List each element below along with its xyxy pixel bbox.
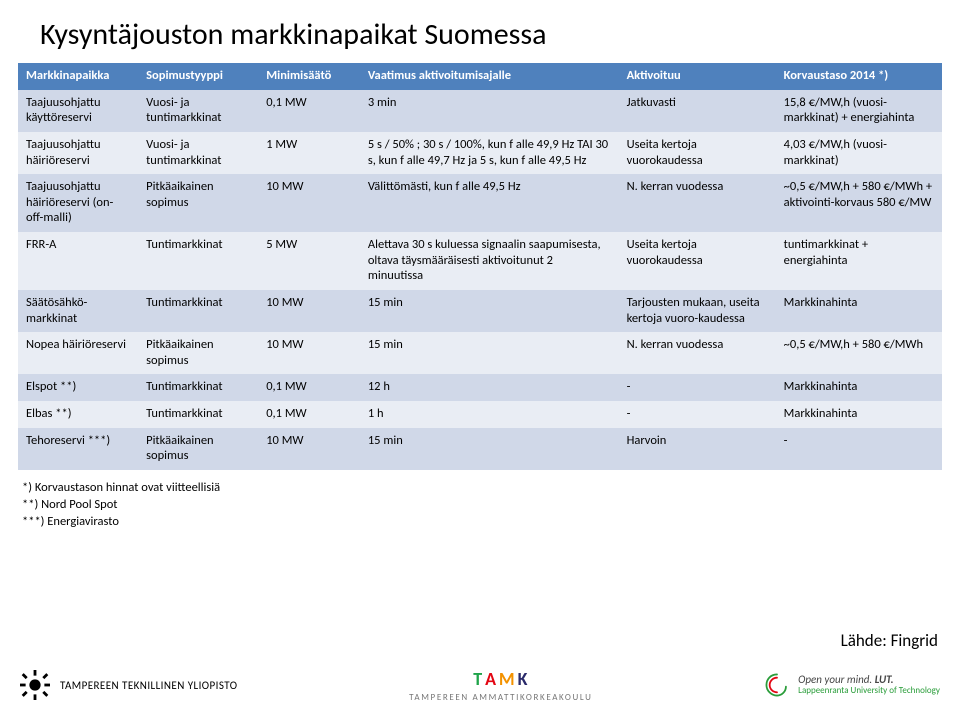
table-row: Taajuusohjattu häiriöreservi (on-off-mal… (18, 174, 942, 232)
table-cell: - (776, 428, 942, 470)
table-row: Taajuusohjattu käyttöreserviVuosi- ja tu… (18, 90, 942, 132)
tut-label: TAMPEREEN TEKNILLINEN YLIOPISTO (60, 679, 237, 692)
table-row: Elbas **)Tuntimarkkinat0,1 MW1 h-Markkin… (18, 401, 942, 428)
table-cell: 5 MW (258, 232, 360, 290)
table-cell: 10 MW (258, 332, 360, 374)
table-cell: Markkinahinta (776, 374, 942, 401)
lut-line1: Open your mind. (798, 673, 872, 686)
footer-logos: TAMPEREEN TEKNILLINEN YLIOPISTO T A M K … (0, 659, 960, 711)
table-cell: Pitkäaikainen sopimus (138, 174, 258, 232)
table-cell: Tuntimarkkinat (138, 374, 258, 401)
table-cell: Taajuusohjattu häiriöreservi (18, 132, 138, 174)
tamk-letter: K (518, 668, 529, 690)
table-cell: Markkinahinta (776, 290, 942, 332)
table-cell: Tehoreservi ***) (18, 428, 138, 470)
table-cell: tuntimarkkinat + energiahinta (776, 232, 942, 290)
table-cell: Useita kertoja vuorokaudessa (619, 132, 776, 174)
table-cell: 15,8 €/MW,h (vuosi-markkinat) + energiah… (776, 90, 942, 132)
table-cell: Säätösähkö-markkinat (18, 290, 138, 332)
table-row: Säätösähkö-markkinatTuntimarkkinat10 MW1… (18, 290, 942, 332)
tamk-letter: M (499, 668, 516, 690)
table-header-cell: Korvaustaso 2014 *) (776, 63, 942, 90)
tamk-letter: T (473, 668, 483, 690)
table-cell: Pitkäaikainen sopimus (138, 332, 258, 374)
table-cell: 10 MW (258, 174, 360, 232)
table-cell: Harvoin (619, 428, 776, 470)
tamk-logo: T A M K TAMPEREEN AMMATTIKORKEAKOULU (409, 668, 592, 703)
table-cell: N. kerran vuodessa (619, 174, 776, 232)
table-cell: FRR-A (18, 232, 138, 290)
footnote-line: *) Korvaustason hinnat ovat viitteellisi… (22, 480, 942, 497)
table-cell: 15 min (360, 290, 619, 332)
table-cell: Taajuusohjattu häiriöreservi (on-off-mal… (18, 174, 138, 232)
footnote-line: **) Nord Pool Spot (22, 497, 942, 514)
table-cell: Alettava 30 s kuluessa signaalin saapumi… (360, 232, 619, 290)
table-cell: Markkinahinta (776, 401, 942, 428)
page-title: Kysyntäjouston markkinapaikat Suomessa (40, 16, 942, 53)
table-cell: Elspot **) (18, 374, 138, 401)
table-cell: 4,03 €/MW,h (vuosi-markkinat) (776, 132, 942, 174)
table-cell: - (619, 374, 776, 401)
table-cell: N. kerran vuodessa (619, 332, 776, 374)
table-cell: 5 s / 50% ; 30 s / 100%, kun f alle 49,9… (360, 132, 619, 174)
table-cell: Elbas **) (18, 401, 138, 428)
table-header-cell: Sopimustyyppi (138, 63, 258, 90)
table-cell: Nopea häiriöreservi (18, 332, 138, 374)
table-cell: Useita kertoja vuorokaudessa (619, 232, 776, 290)
tut-logo: TAMPEREEN TEKNILLINEN YLIOPISTO (20, 670, 237, 700)
table-cell: 1 h (360, 401, 619, 428)
table-header-row: MarkkinapaikkaSopimustyyppiMinimisäätöVa… (18, 63, 942, 90)
table-row: Elspot **)Tuntimarkkinat0,1 MW12 h-Markk… (18, 374, 942, 401)
table-cell: 0,1 MW (258, 401, 360, 428)
lut-brand: LUT. (875, 673, 894, 686)
table-cell: 0,1 MW (258, 374, 360, 401)
source-label: Lähde: Fingrid (841, 630, 938, 651)
table-cell: Vuosi- ja tuntimarkkinat (138, 90, 258, 132)
table-cell: - (619, 401, 776, 428)
table-row: Taajuusohjattu häiriöreserviVuosi- ja tu… (18, 132, 942, 174)
table-cell: 1 MW (258, 132, 360, 174)
tamk-letter: A (485, 668, 497, 690)
table-cell: Pitkäaikainen sopimus (138, 428, 258, 470)
footnotes: *) Korvaustason hinnat ovat viitteellisi… (22, 480, 942, 531)
table-cell: Tuntimarkkinat (138, 290, 258, 332)
markets-table: MarkkinapaikkaSopimustyyppiMinimisäätöVa… (18, 63, 942, 470)
table-header-cell: Markkinapaikka (18, 63, 138, 90)
lut-logo: Open your mind. LUT. Lappeenranta Univer… (764, 672, 940, 698)
table-cell: Tuntimarkkinat (138, 232, 258, 290)
gear-icon (20, 670, 50, 700)
table-cell: Tuntimarkkinat (138, 401, 258, 428)
table-cell: ~0,5 €/MW,h + 580 €/MWh + aktivointi-kor… (776, 174, 942, 232)
table-cell: Välittömästi, kun f alle 49,5 Hz (360, 174, 619, 232)
table-cell: 12 h (360, 374, 619, 401)
table-cell: 15 min (360, 332, 619, 374)
table-row: FRR-ATuntimarkkinat5 MWAlettava 30 s kul… (18, 232, 942, 290)
lut-line2: Lappeenranta University of Technology (798, 686, 940, 696)
table-cell: 0,1 MW (258, 90, 360, 132)
swirl-icon (764, 672, 790, 698)
table-cell: Tarjousten mukaan, useita kertoja vuoro-… (619, 290, 776, 332)
table-header-cell: Aktivoituu (619, 63, 776, 90)
table-cell: 3 min (360, 90, 619, 132)
table-cell: Taajuusohjattu käyttöreservi (18, 90, 138, 132)
table-row: Tehoreservi ***)Pitkäaikainen sopimus10 … (18, 428, 942, 470)
table-cell: Jatkuvasti (619, 90, 776, 132)
table-header-cell: Vaatimus aktivoitumisajalle (360, 63, 619, 90)
table-row: Nopea häiriöreserviPitkäaikainen sopimus… (18, 332, 942, 374)
table-cell: Vuosi- ja tuntimarkkinat (138, 132, 258, 174)
table-cell: ~0,5 €/MW,h + 580 €/MWh (776, 332, 942, 374)
table-cell: 10 MW (258, 428, 360, 470)
table-cell: 15 min (360, 428, 619, 470)
table-cell: 10 MW (258, 290, 360, 332)
tamk-subtitle: TAMPEREEN AMMATTIKORKEAKOULU (409, 692, 592, 703)
table-header-cell: Minimisäätö (258, 63, 360, 90)
footnote-line: ***) Energiavirasto (22, 514, 942, 531)
